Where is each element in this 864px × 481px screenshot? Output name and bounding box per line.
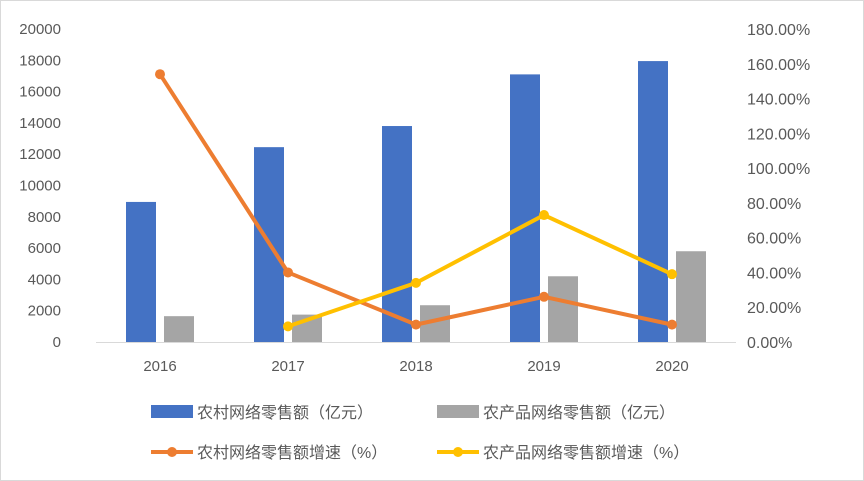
lines-layer [155, 69, 677, 332]
point-agri-growth [667, 269, 677, 280]
legend-label: 农产品网络零售额（亿元） [483, 403, 675, 422]
y-right-tick-label: 40.00% [747, 265, 801, 282]
y-right-tick-label: 140.00% [747, 92, 810, 109]
left-axis-ticks: 2000018000160001400012000100008000600040… [19, 21, 61, 351]
x-axis: 2016 2017 2018 2019 2020 [96, 342, 736, 375]
point-rural-growth [283, 267, 293, 278]
x-tick-label: 2020 [655, 358, 688, 375]
y-left-tick-label: 4000 [28, 271, 61, 288]
y-right-tick-label: 120.00% [747, 126, 810, 143]
bar-rural-sales [382, 126, 412, 342]
y-right-tick-label: 60.00% [747, 231, 801, 248]
y-right-tick-label: 160.00% [747, 57, 810, 74]
y-right-tick-label: 80.00% [747, 196, 801, 213]
legend-swatch-bar [151, 405, 193, 418]
legend-label: 农村网络零售额增速（%） [197, 443, 387, 462]
point-agri-growth [539, 210, 549, 221]
y-left-tick-label: 0 [53, 334, 61, 351]
legend-swatch-marker [453, 447, 463, 457]
point-rural-growth [539, 291, 549, 302]
y-right-tick-label: 0.00% [747, 335, 792, 352]
right-axis-ticks: 180.00% 160.00% 140.00% 120.00% 100.00% 80.00… [747, 22, 810, 352]
point-rural-growth [155, 69, 165, 80]
x-tick-label: 2016 [143, 358, 176, 375]
y-left-tick-label: 2000 [28, 303, 61, 320]
y-right-tick-label: 100.00% [747, 161, 810, 178]
y-left-tick-label: 16000 [19, 84, 61, 101]
bar-agri-sales [548, 276, 578, 342]
x-tick-label: 2017 [271, 358, 304, 375]
y-left-tick-label: 14000 [19, 115, 61, 132]
bar-agri-sales [164, 316, 194, 342]
legend-swatch-bar [437, 405, 479, 418]
x-tick-label: 2019 [527, 358, 560, 375]
bar-agri-sales [676, 251, 706, 342]
x-tick-label: 2018 [399, 358, 432, 375]
y-left-tick-label: 8000 [28, 209, 61, 226]
point-rural-growth [667, 319, 677, 330]
y-left-tick-label: 6000 [28, 240, 61, 257]
bar-rural-sales [126, 201, 156, 342]
legend-label: 农产品网络零售额增速（%） [483, 443, 689, 462]
point-rural-growth [411, 319, 421, 330]
y-left-tick-label: 12000 [19, 146, 61, 163]
legend-label: 农村网络零售额（亿元） [197, 403, 373, 422]
point-agri-growth [411, 277, 421, 288]
line-agri-growth [286, 213, 674, 329]
point-agri-growth [283, 321, 293, 332]
y-left-tick-label: 20000 [19, 21, 61, 38]
y-right-tick-label: 180.00% [747, 22, 810, 39]
legend-swatch-marker [167, 447, 177, 457]
y-left-tick-label: 18000 [19, 52, 61, 69]
bars-layer [126, 61, 706, 343]
y-right-tick-label: 20.00% [747, 300, 801, 317]
bar-rural-sales [638, 61, 668, 343]
y-left-tick-label: 10000 [19, 178, 61, 195]
legend: 农村网络零售额（亿元） 农产品网络零售额（亿元） 农村网络零售额增速（%） 农产品网络… [151, 403, 689, 462]
